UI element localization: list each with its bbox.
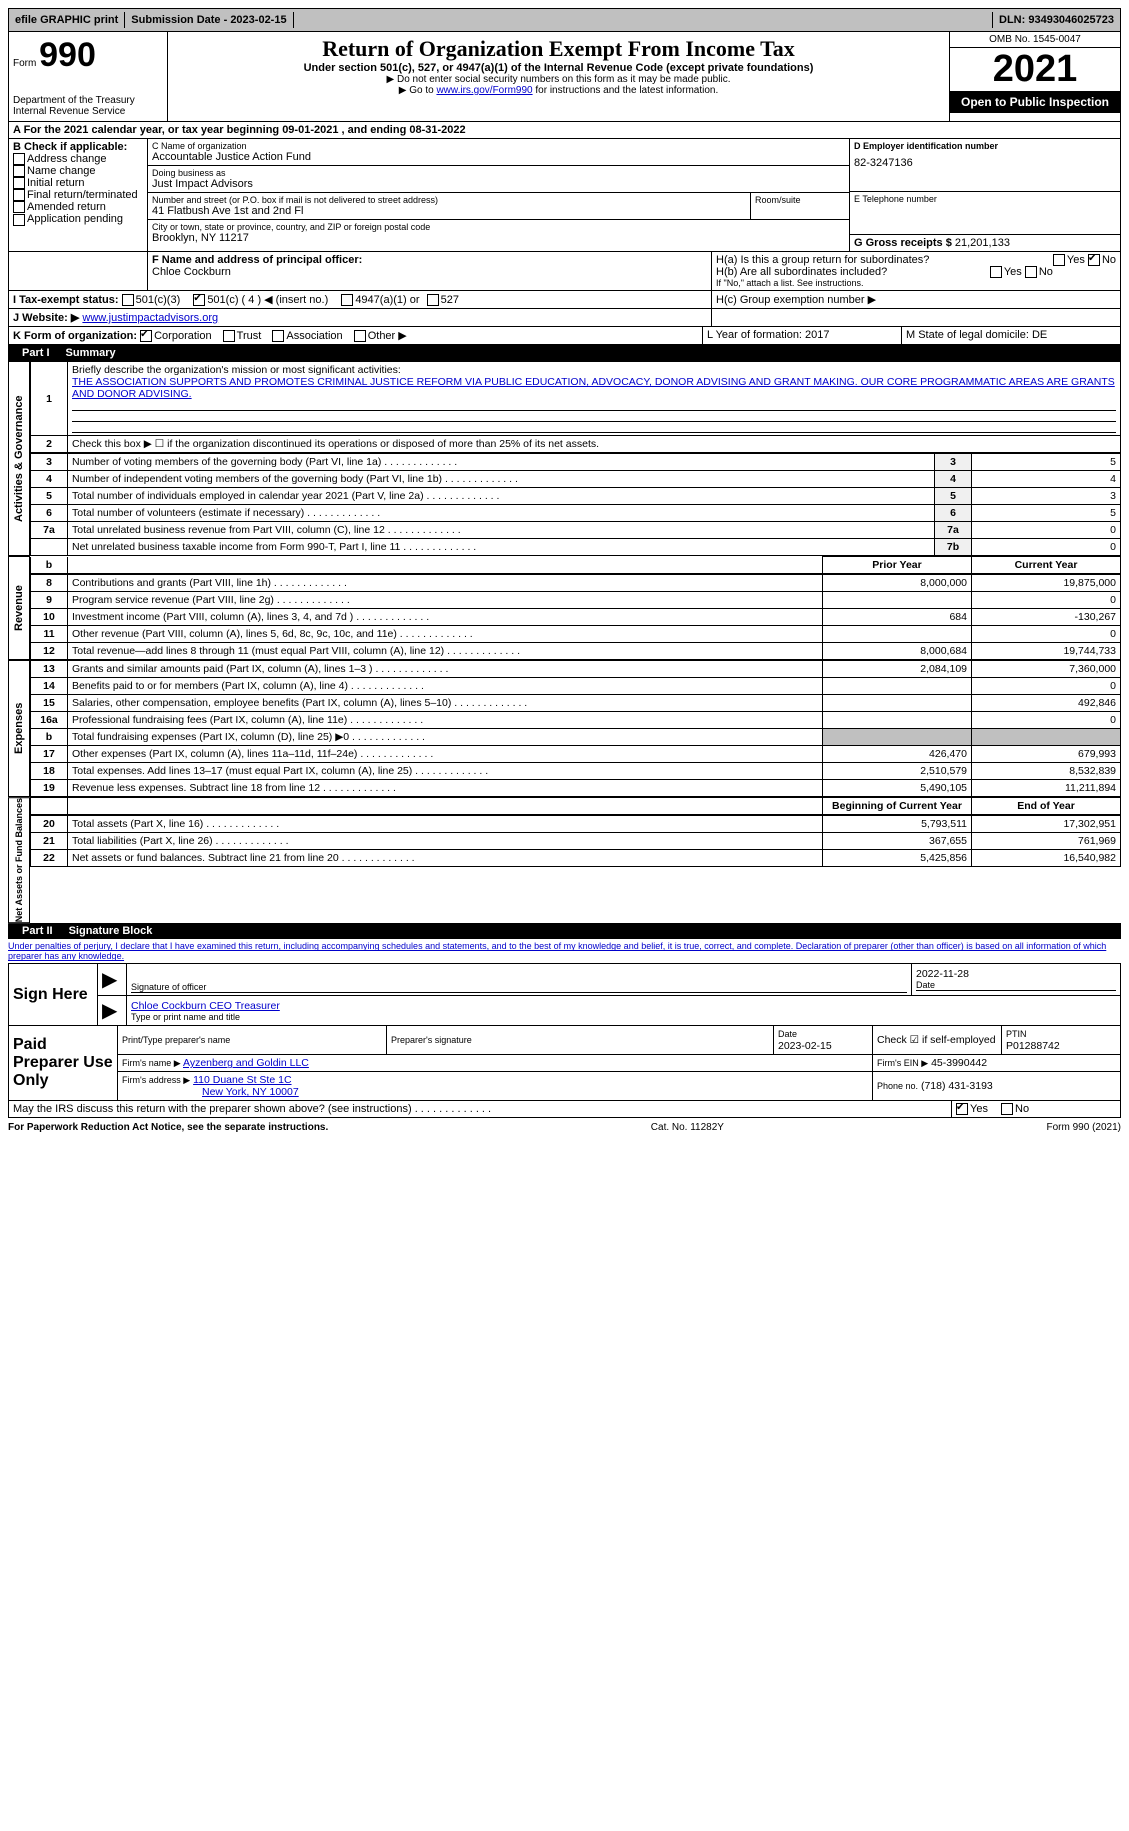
- street: 41 Flatbush Ave 1st and 2nd Fl: [152, 205, 746, 217]
- j-label: J Website: ▶: [13, 312, 79, 324]
- firm-phone: (718) 431-3193: [921, 1080, 993, 1092]
- form-word: Form: [13, 58, 36, 69]
- org-name: Accountable Justice Action Fund: [152, 151, 845, 163]
- date-label: Date: [916, 980, 1116, 991]
- street-label: Number and street (or P.O. box if mail i…: [152, 195, 746, 205]
- part1-header: Part ISummary: [8, 345, 1121, 361]
- firm-name: Ayzenberg and Goldin LLC: [183, 1057, 309, 1069]
- open-public: Open to Public Inspection: [950, 91, 1120, 113]
- g-receipts-label: G Gross receipts $: [854, 237, 952, 249]
- h-a: H(a) Is this a group return for subordin…: [716, 254, 1116, 266]
- check-self-employed[interactable]: Check ☑ if self-employed: [873, 1026, 1002, 1055]
- dba-label: Doing business as: [152, 168, 845, 178]
- dept-treasury: Department of the Treasury: [13, 95, 163, 106]
- note-goto: ▶ Go to www.irs.gov/Form990 for instruct…: [172, 85, 945, 96]
- vlabel-rev: Revenue: [8, 556, 30, 660]
- form-title: Return of Organization Exempt From Incom…: [172, 36, 945, 62]
- tax-year: 2021: [950, 48, 1120, 91]
- e-phone-label: E Telephone number: [854, 194, 1116, 204]
- omb-number: OMB No. 1545-0047: [950, 32, 1120, 48]
- m-state: M State of legal domicile: DE: [902, 327, 1120, 344]
- gross-receipts: 21,201,133: [955, 237, 1010, 249]
- vlabel-ag: Activities & Governance: [8, 361, 30, 556]
- col-prior: Prior Year: [823, 557, 972, 574]
- l-year-formation: L Year of formation: 2017: [703, 327, 902, 344]
- submission-date: Submission Date - 2023-02-15: [125, 12, 293, 28]
- k-label: K Form of organization:: [13, 330, 137, 342]
- paid-preparer: Paid Preparer Use Only: [9, 1026, 118, 1101]
- irs-link[interactable]: www.irs.gov/Form990: [436, 85, 532, 96]
- vlabel-na: Net Assets or Fund Balances: [8, 797, 30, 923]
- room-label: Room/suite: [755, 195, 845, 205]
- city-label: City or town, state or province, country…: [152, 222, 845, 232]
- b-opt-name[interactable]: Name change: [13, 165, 143, 177]
- firm-addr1: 110 Duane St Ste 1C: [193, 1074, 291, 1086]
- principal-officer: Chloe Cockburn: [152, 266, 707, 278]
- top-bar: efile GRAPHIC print Submission Date - 20…: [8, 8, 1121, 32]
- b-label: B Check if applicable:: [13, 141, 143, 153]
- b-opt-pending[interactable]: Application pending: [13, 213, 143, 225]
- dba-name: Just Impact Advisors: [152, 178, 845, 190]
- page-footer: For Paperwork Reduction Act Notice, see …: [8, 1118, 1121, 1133]
- website-link[interactable]: www.justimpactadvisors.org: [82, 312, 218, 324]
- efile-label: efile GRAPHIC print: [9, 12, 125, 28]
- form-number: 990: [39, 36, 96, 74]
- ptin: P01288742: [1006, 1040, 1060, 1052]
- officer-name: Chloe Cockburn CEO Treasurer: [131, 1000, 1116, 1012]
- part2-header: Part IISignature Block: [8, 923, 1121, 939]
- sig-date: 2022-11-28: [916, 968, 1116, 980]
- l2-checkbox: Check this box ▶ ☐ if the organization d…: [68, 436, 1121, 453]
- ein: 82-3247136: [854, 151, 1116, 169]
- form-subtitle: Under section 501(c), 527, or 4947(a)(1)…: [172, 62, 945, 74]
- discuss-question: May the IRS discuss this return with the…: [9, 1101, 952, 1117]
- sig-officer-label: Signature of officer: [131, 982, 907, 993]
- city: Brooklyn, NY 11217: [152, 232, 845, 244]
- penalty-text: Under penalties of perjury, I declare th…: [8, 939, 1121, 963]
- d-ein-label: D Employer identification number: [854, 141, 1116, 151]
- type-name-label: Type or print name and title: [131, 1012, 1116, 1022]
- col-current: Current Year: [972, 557, 1121, 574]
- i-label: I Tax-exempt status:: [13, 294, 119, 306]
- b-opt-address[interactable]: Address change: [13, 153, 143, 165]
- firm-ein: 45-3990442: [931, 1057, 987, 1069]
- h-note: If "No," attach a list. See instructions…: [716, 278, 1116, 288]
- vlabel-exp: Expenses: [8, 660, 30, 797]
- h-c: H(c) Group exemption number ▶: [712, 291, 1120, 308]
- b-opt-final[interactable]: Final return/terminated: [13, 189, 143, 201]
- note-ssn: ▶ Do not enter social security numbers o…: [172, 74, 945, 85]
- dln: DLN: 93493046025723: [992, 12, 1120, 28]
- b-opt-initial[interactable]: Initial return: [13, 177, 143, 189]
- sign-here: Sign Here: [9, 964, 98, 1026]
- irs-label: Internal Revenue Service: [13, 106, 163, 117]
- col-eoy: End of Year: [972, 798, 1121, 815]
- l1-label: Briefly describe the organization's miss…: [72, 364, 401, 376]
- h-b: H(b) Are all subordinates included? Yes …: [716, 266, 1116, 278]
- b-opt-amended[interactable]: Amended return: [13, 201, 143, 213]
- line-a-period: A For the 2021 calendar year, or tax yea…: [9, 122, 1120, 138]
- f-label: F Name and address of principal officer:: [152, 254, 707, 266]
- mission-text: THE ASSOCIATION SUPPORTS AND PROMOTES CR…: [72, 376, 1115, 400]
- c-name-label: C Name of organization: [152, 141, 845, 151]
- firm-addr2: New York, NY 10007: [202, 1086, 299, 1098]
- col-boy: Beginning of Current Year: [823, 798, 972, 815]
- form-header: Form 990 Department of the Treasury Inte…: [8, 32, 1121, 122]
